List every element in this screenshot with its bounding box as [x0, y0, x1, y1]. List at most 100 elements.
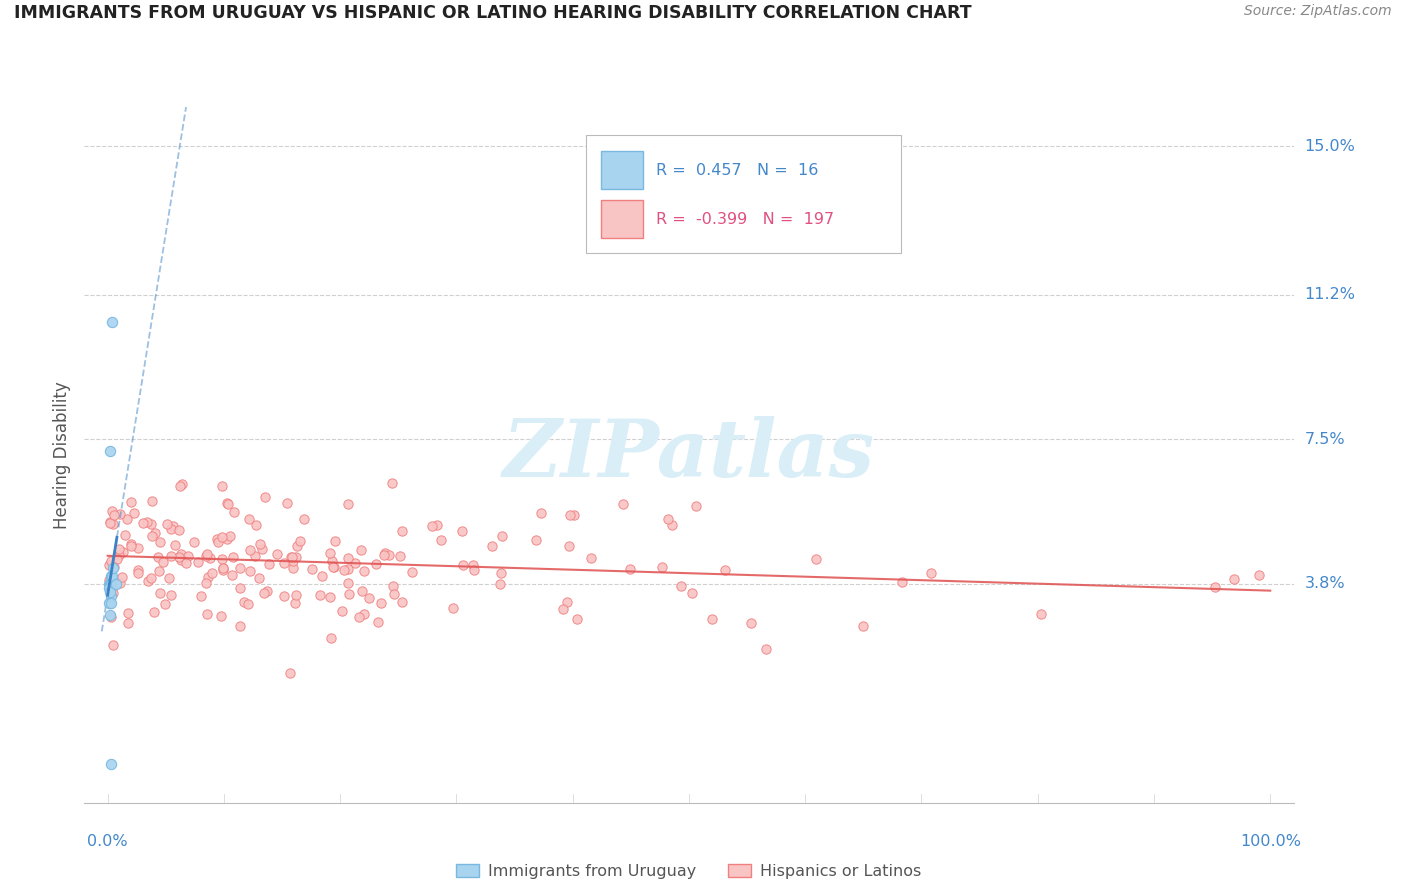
Point: [127, 563, 149, 577]
Point: [347, 610, 370, 624]
Point: [671, 579, 693, 593]
Point: [174, 556, 197, 570]
Point: [319, 631, 342, 645]
Point: [149, 586, 172, 600]
Point: [285, 540, 308, 554]
Point: [253, 491, 276, 505]
Point: [211, 530, 233, 544]
Point: [661, 517, 683, 532]
Point: [453, 558, 475, 572]
Point: [170, 476, 193, 491]
Point: [229, 560, 252, 574]
Point: [101, 517, 124, 532]
Bar: [600, 200, 643, 238]
Point: [245, 518, 267, 533]
Point: [212, 563, 235, 577]
Point: [336, 576, 359, 591]
Point: [167, 550, 190, 565]
Point: [152, 555, 174, 569]
Point: [1029, 607, 1052, 621]
Point: [276, 496, 298, 510]
Point: [160, 522, 183, 536]
Point: [391, 594, 413, 608]
Point: [120, 537, 142, 551]
Point: [100, 597, 122, 611]
Text: R =  -0.399   N =  197: R = -0.399 N = 197: [657, 211, 834, 227]
Point: [581, 551, 603, 566]
Point: [463, 558, 485, 573]
Point: [101, 638, 124, 652]
Point: [146, 550, 169, 565]
Point: [281, 549, 304, 564]
Point: [266, 548, 288, 562]
Text: ZIPatlas: ZIPatlas: [503, 417, 875, 493]
Point: [100, 504, 122, 518]
Point: [105, 552, 128, 566]
Point: [153, 597, 176, 611]
Point: [205, 532, 228, 546]
Point: [920, 566, 942, 580]
Point: [353, 607, 375, 622]
Point: [558, 539, 581, 553]
Point: [148, 564, 170, 578]
Point: [330, 604, 353, 618]
Point: [322, 560, 344, 574]
Point: [141, 529, 163, 543]
Text: IMMIGRANTS FROM URUGUAY VS HISPANIC OR LATINO HEARING DISABILITY CORRELATION CHA: IMMIGRANTS FROM URUGUAY VS HISPANIC OR L…: [14, 4, 972, 22]
Point: [98, 584, 121, 599]
Point: [551, 602, 574, 616]
Point: [420, 519, 443, 533]
Point: [200, 551, 222, 566]
Point: [382, 579, 405, 593]
Point: [714, 564, 737, 578]
Point: [311, 569, 333, 583]
Point: [681, 586, 703, 600]
Point: [120, 539, 142, 553]
Point: [141, 493, 163, 508]
Point: [212, 560, 235, 574]
Point: [530, 507, 553, 521]
Point: [377, 549, 399, 563]
Point: [890, 575, 912, 590]
Point: [100, 553, 122, 567]
Point: [333, 563, 356, 577]
Point: [253, 586, 276, 600]
Point: [366, 557, 388, 571]
Point: [229, 582, 252, 596]
Point: [357, 591, 380, 606]
Point: [104, 577, 127, 591]
FancyBboxPatch shape: [586, 135, 901, 253]
Point: [228, 618, 250, 632]
Text: Source: ZipAtlas.com: Source: ZipAtlas.com: [1244, 4, 1392, 19]
Point: [215, 532, 238, 546]
Point: [135, 515, 157, 529]
Point: [565, 612, 588, 626]
Text: 11.2%: 11.2%: [1305, 287, 1355, 302]
Point: [211, 552, 233, 566]
Point: [101, 315, 124, 329]
Point: [222, 549, 245, 564]
Point: [122, 506, 145, 520]
Point: [558, 508, 581, 522]
Point: [139, 516, 162, 531]
Point: [491, 529, 513, 543]
Point: [136, 574, 159, 588]
Point: [217, 498, 239, 512]
Point: [117, 615, 139, 630]
Point: [353, 565, 375, 579]
Y-axis label: Hearing Disability: Hearing Disability: [53, 381, 72, 529]
Point: [157, 571, 180, 585]
Point: [1247, 568, 1270, 582]
Point: [195, 607, 218, 621]
Point: [97, 558, 120, 572]
Point: [98, 608, 121, 623]
Point: [273, 556, 295, 570]
Point: [120, 495, 142, 509]
Point: [1204, 581, 1226, 595]
Point: [323, 560, 346, 574]
Point: [97, 581, 120, 595]
Point: [149, 535, 172, 549]
Point: [564, 508, 586, 523]
Point: [103, 561, 125, 575]
Point: [108, 541, 131, 556]
